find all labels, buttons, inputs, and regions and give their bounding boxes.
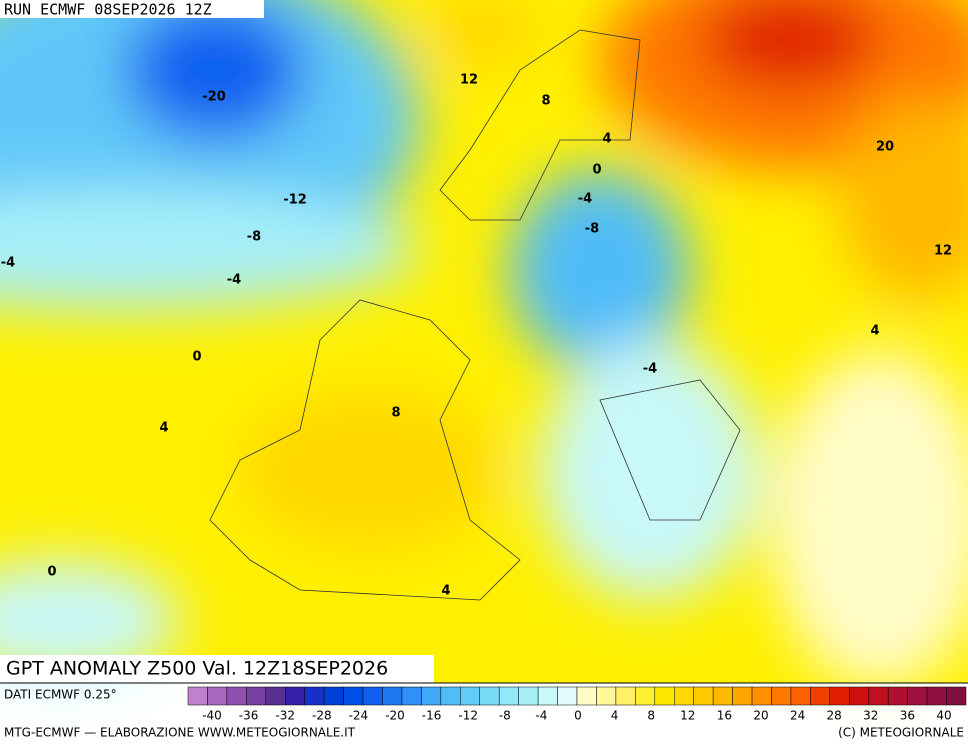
contour-label: 0 <box>192 350 201 365</box>
colorbar-swatch <box>868 686 889 706</box>
colorbar-tick-label: -28 <box>312 709 332 723</box>
colorbar-swatch <box>576 686 597 706</box>
colorbar-tick-label: 4 <box>611 709 619 723</box>
contour-label: 12 <box>460 73 478 88</box>
contour-label: -4 <box>643 362 657 377</box>
contour-label: -4 <box>1 256 15 271</box>
colorbar-swatch <box>829 686 850 706</box>
colorbar-swatch <box>946 686 967 706</box>
colorbar-swatch <box>615 686 636 706</box>
contour-label: 4 <box>441 584 450 599</box>
colorbar-swatch <box>518 686 539 706</box>
map-field <box>0 0 968 690</box>
colorbar-swatch <box>674 686 694 706</box>
colorbar-tick-label: 40 <box>936 709 951 723</box>
colorbar-tick-label: 12 <box>680 709 695 723</box>
header-box <box>0 0 264 18</box>
colorbar-swatch <box>362 686 383 706</box>
colorbar-swatch <box>382 686 403 706</box>
colorbar-swatch <box>460 686 480 706</box>
colorbar-tick-label: -12 <box>458 709 478 723</box>
colorbar-swatch <box>285 686 305 706</box>
colorbar-swatch <box>887 686 908 706</box>
colorbar-swatch <box>596 686 617 706</box>
colorbar-swatch <box>226 686 247 706</box>
colorbar-swatch <box>207 686 228 706</box>
map-title: GPT ANOMALY Z500 Val. 12Z18SEP2026 <box>6 658 388 680</box>
colorbar-tick-label: 0 <box>574 709 582 723</box>
contour-label: -8 <box>585 222 599 237</box>
colorbar-swatch <box>265 686 286 706</box>
colorbar-tick-label: -16 <box>422 709 442 723</box>
colorbar-tick-label: -4 <box>535 709 547 723</box>
colorbar-swatch <box>926 686 947 706</box>
contour-label: 8 <box>541 94 550 109</box>
colorbar-swatch <box>421 686 442 706</box>
colorbar-tick-label: -8 <box>499 709 511 723</box>
colorbar-tick-label: 28 <box>827 709 842 723</box>
colorbar-swatch <box>187 686 208 706</box>
colorbar-swatch <box>810 686 831 706</box>
colorbar-swatch <box>557 686 578 706</box>
data-source: DATI ECMWF 0.25° <box>4 688 117 702</box>
colorbar-tick-label: 36 <box>900 709 915 723</box>
colorbar-tick-label: -32 <box>275 709 295 723</box>
contour-label: -8 <box>247 230 261 245</box>
colorbar-swatch <box>849 686 869 706</box>
colorbar-swatch <box>323 686 344 706</box>
colorbar-swatch <box>343 686 364 706</box>
contour-label: -20 <box>202 90 226 105</box>
colorbar-swatch <box>635 686 656 706</box>
contour-label: 4 <box>602 132 611 147</box>
colorbar-tick-label: 32 <box>863 709 878 723</box>
colorbar-swatch <box>712 686 733 706</box>
colorbar-swatch <box>693 686 714 706</box>
colorbar-swatch <box>654 686 675 706</box>
colorbar-swatch <box>732 686 753 706</box>
colorbar-swatch <box>246 686 267 706</box>
colorbar-tick-label: 16 <box>717 709 732 723</box>
colorbar-swatch <box>479 686 500 706</box>
contour-label: 0 <box>592 163 601 178</box>
colorbar-tick-label: -20 <box>385 709 405 723</box>
title-box <box>0 655 434 683</box>
colorbar-tick-label: -40 <box>202 709 222 723</box>
colorbar-tick-label: 8 <box>647 709 655 723</box>
colorbar-swatch <box>751 686 772 706</box>
colorbar-swatch <box>498 686 519 706</box>
colorbar-tick-label: -36 <box>239 709 259 723</box>
contour-label: 12 <box>934 244 952 259</box>
colorbar-swatch <box>907 686 928 706</box>
colorbar-swatch <box>304 686 325 706</box>
run-label: RUN ECMWF 08SEP2026 12Z <box>4 1 212 19</box>
contour-label: 4 <box>159 421 168 436</box>
colorbar-tick-label: 24 <box>790 709 805 723</box>
contour-label: 4 <box>870 324 879 339</box>
colorbar-swatch <box>440 686 461 706</box>
contour-label: -12 <box>283 193 307 208</box>
contour-label: -4 <box>578 192 592 207</box>
colorbar-tick-label: 20 <box>753 709 768 723</box>
copyright: (C) METEOGIORNALE <box>838 726 964 740</box>
contour-label: 8 <box>391 406 400 421</box>
coastline <box>209 29 741 601</box>
colorbar-swatch <box>537 686 558 706</box>
contour-label: 0 <box>47 565 56 580</box>
colorbar-swatch <box>401 686 422 706</box>
contour-label: 20 <box>876 140 894 155</box>
credits: MTG-ECMWF — ELABORAZIONE WWW.METEOGIORNA… <box>4 726 356 740</box>
contour-label: -4 <box>227 273 241 288</box>
colorbar-swatch <box>771 686 792 706</box>
colorbar-swatch <box>790 686 811 706</box>
colorbar-tick-label: -24 <box>349 709 369 723</box>
